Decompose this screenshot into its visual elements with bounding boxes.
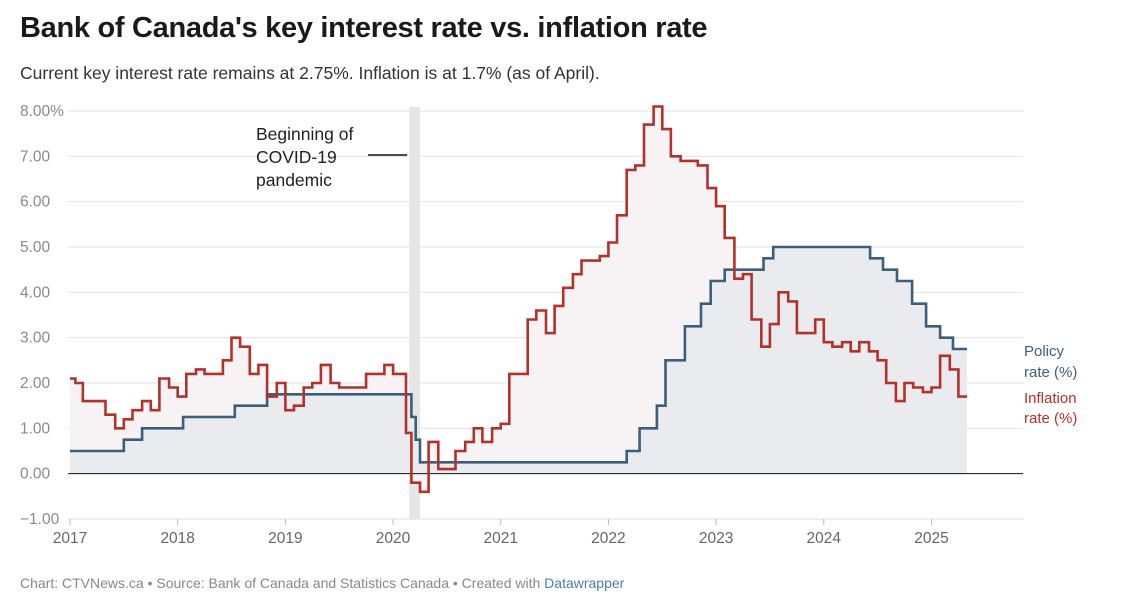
area-layer [70, 106, 967, 492]
y-tick-label: 3.00 [20, 330, 51, 347]
chart-title: Bank of Canada's key interest rate vs. i… [20, 12, 708, 44]
area-policy [70, 247, 967, 474]
x-tick-label: 2024 [807, 530, 842, 547]
y-tick-label: 1.00 [20, 420, 51, 437]
covid-band [409, 107, 420, 519]
y-tick-label: −1.00 [20, 511, 60, 528]
series-label-policy: rate (%) [1024, 364, 1077, 381]
line-layer [70, 105, 967, 494]
annotation-text: pandemic [256, 170, 332, 190]
annotation-text: Beginning of [256, 124, 353, 144]
datawrapper-link[interactable]: Datawrapper [544, 575, 625, 591]
y-tick-label: 6.00 [20, 194, 51, 211]
x-tick-label: 2020 [376, 530, 411, 547]
chart-subtitle: Current key interest rate remains at 2.7… [20, 63, 600, 83]
x-axis: 2017 2018 2019 2020 2021 2022 2023 2024 2025 [53, 519, 949, 547]
footer-source: Chart: CTVNews.ca • Source: Bank of Cana… [20, 575, 545, 591]
series-label-inflation: Inflation [1024, 390, 1077, 407]
y-tick-label: 2.00 [20, 375, 51, 392]
chart-footer: Chart: CTVNews.ca • Source: Bank of Cana… [20, 575, 624, 591]
x-tick-label: 2021 [483, 530, 517, 547]
series-label-inflation: rate (%) [1024, 410, 1077, 427]
y-tick-label: 0.00 [20, 466, 51, 483]
x-tick-label: 2017 [53, 530, 87, 547]
covid-annotation: Beginning of COVID-19 pandemic [256, 124, 408, 190]
y-axis: 8.00% 7.00 6.00 5.00 4.00 3.00 2.00 1.00 0.00 −1.… [20, 103, 64, 528]
y-tick-label: 8.00% [20, 103, 64, 120]
series-label-policy: Policy [1024, 343, 1065, 360]
series-labels: Policy rate (%) Inflation rate (%) [1024, 343, 1077, 427]
series-line-policy [70, 245, 967, 464]
y-tick-label: 7.00 [20, 148, 51, 165]
x-tick-label: 2019 [268, 530, 302, 547]
annotation-text: COVID-19 [256, 147, 337, 167]
x-tick-label: 2023 [699, 530, 733, 547]
x-tick-label: 2018 [160, 530, 194, 547]
series-line-inflation [70, 105, 967, 494]
x-tick-label: 2022 [591, 530, 625, 547]
y-tick-label: 5.00 [20, 239, 51, 256]
x-tick-label: 2025 [914, 530, 948, 547]
y-tick-label: 4.00 [20, 284, 51, 301]
